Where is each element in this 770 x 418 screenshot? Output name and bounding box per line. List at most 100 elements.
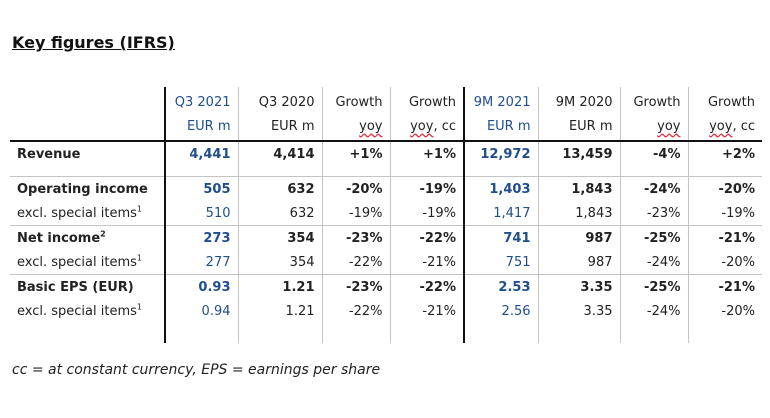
cell: -19% [687, 201, 762, 226]
cell: -22% [389, 274, 464, 299]
header-spacer [10, 114, 165, 141]
cell: -25% [619, 274, 688, 299]
cell: 632 [237, 176, 322, 201]
cell: 3.35 [537, 299, 620, 323]
cell: -20% [687, 176, 762, 201]
cell: -23% [321, 225, 390, 250]
cell: 1,403 [463, 176, 538, 201]
row-label-text: excl. special items [17, 205, 137, 221]
cell: -4% [619, 140, 688, 166]
cell: -23% [321, 274, 390, 299]
cell: +1% [321, 140, 390, 166]
footnote-marker: 1 [136, 302, 142, 312]
unit-growth-cc-q: yoy, cc [389, 114, 464, 141]
col-header-9m-2021: 9M 2021 [463, 87, 538, 114]
row-label: excl. special items1 [10, 299, 165, 323]
cell: 12,972 [463, 140, 538, 166]
cell: -19% [389, 176, 464, 201]
cell: -22% [321, 250, 390, 275]
row-label: Revenue [10, 140, 165, 166]
row-label-text: excl. special items [17, 254, 137, 270]
cell: +1% [389, 140, 464, 166]
unit-9m-2020: EUR m [537, 114, 620, 141]
cell: 2.53 [463, 274, 538, 299]
row-label: excl. special items1 [10, 250, 165, 275]
table-row-basic-eps-excl: excl. special items1 0.94 1.21 -22% -21%… [10, 299, 762, 323]
cell: 632 [237, 201, 322, 226]
row-label-text: Net income [17, 230, 101, 246]
unit-yoy: yoy [657, 118, 681, 134]
cell: 505 [164, 176, 238, 201]
unit-q3-2020: EUR m [237, 114, 322, 141]
col-header-9m-2020: 9M 2020 [537, 87, 620, 114]
row-label: Net income2 [10, 225, 165, 250]
cell: 2.56 [463, 299, 538, 323]
cell: -20% [687, 299, 762, 323]
cell: 987 [537, 250, 620, 275]
cell: 273 [164, 225, 238, 250]
cell: 354 [237, 225, 322, 250]
unit-9m-2021: EUR m [463, 114, 538, 141]
cell: 354 [237, 250, 322, 275]
row-label: Basic EPS (EUR) [10, 274, 165, 299]
cell: -23% [619, 201, 688, 226]
cell: -21% [687, 225, 762, 250]
cell: 13,459 [537, 140, 620, 166]
unit-q3-2021: EUR m [164, 114, 238, 141]
header-spacer [10, 87, 165, 114]
header-row: Q3 2021 Q3 2020 Growth Growth 9M 2021 9M… [10, 87, 762, 114]
row-tail [10, 323, 762, 343]
cell: -21% [687, 274, 762, 299]
col-header-growth-cc-9m: Growth [687, 87, 762, 114]
unit-yoy: yoy [709, 118, 733, 134]
footnote-marker: 1 [136, 253, 142, 263]
cell: -21% [389, 299, 464, 323]
table-row-revenue: Revenue 4,441 4,414 +1% +1% 12,972 13,45… [10, 140, 762, 166]
unit-cc: , cc [732, 118, 755, 134]
row-label-text: excl. special items [17, 303, 137, 319]
col-header-growth-q: Growth [321, 87, 390, 114]
table-row-basic-eps: Basic EPS (EUR) 0.93 1.21 -23% -22% 2.53… [10, 274, 762, 299]
unit-yoy: yoy [410, 118, 434, 134]
cell: 1.21 [237, 274, 322, 299]
key-figures-table: Q3 2021 Q3 2020 Growth Growth 9M 2021 9M… [10, 87, 762, 343]
col-header-q3-2020: Q3 2020 [237, 87, 322, 114]
table-row-net-income: Net income2 273 354 -23% -22% 741 987 -2… [10, 225, 762, 250]
cell: -24% [619, 176, 688, 201]
unit-growth-cc-9m: yoy, cc [687, 114, 762, 141]
cell: 4,414 [237, 140, 322, 166]
header-unit-row: EUR m EUR m yoy yoy, cc EUR m EUR m yoy … [10, 114, 762, 141]
unit-growth-9m: yoy [619, 114, 688, 141]
cell: 741 [463, 225, 538, 250]
table-row-operating-income: Operating income 505 632 -20% -19% 1,403… [10, 176, 762, 201]
cell: 277 [164, 250, 238, 275]
cell: -24% [619, 250, 688, 275]
footnote-marker: 2 [100, 229, 106, 239]
col-header-q3-2021: Q3 2021 [164, 87, 238, 114]
unit-growth-q: yoy [321, 114, 390, 141]
cell: 0.94 [164, 299, 238, 323]
cell: 510 [164, 201, 238, 226]
table-row-operating-income-excl: excl. special items1 510 632 -19% -19% 1… [10, 201, 762, 226]
cell: 1.21 [237, 299, 322, 323]
table-row-net-income-excl: excl. special items1 277 354 -22% -21% 7… [10, 250, 762, 275]
cell: -19% [389, 201, 464, 226]
cell: 4,441 [164, 140, 238, 166]
unit-yoy: yoy [359, 118, 383, 134]
cell: 1,843 [537, 201, 620, 226]
page-title: Key figures (IFRS) [12, 33, 175, 52]
cell: 987 [537, 225, 620, 250]
row-gap [10, 166, 762, 177]
row-label: excl. special items1 [10, 201, 165, 226]
cell: -19% [321, 201, 390, 226]
cell: 1,417 [463, 201, 538, 226]
row-label: Operating income [10, 176, 165, 201]
cell: -22% [321, 299, 390, 323]
cell: 751 [463, 250, 538, 275]
cell: -21% [389, 250, 464, 275]
cell: -25% [619, 225, 688, 250]
cell: -20% [687, 250, 762, 275]
col-header-growth-cc-q: Growth [389, 87, 464, 114]
col-header-growth-9m: Growth [619, 87, 688, 114]
footnote: cc = at constant currency, EPS = earning… [12, 362, 381, 378]
